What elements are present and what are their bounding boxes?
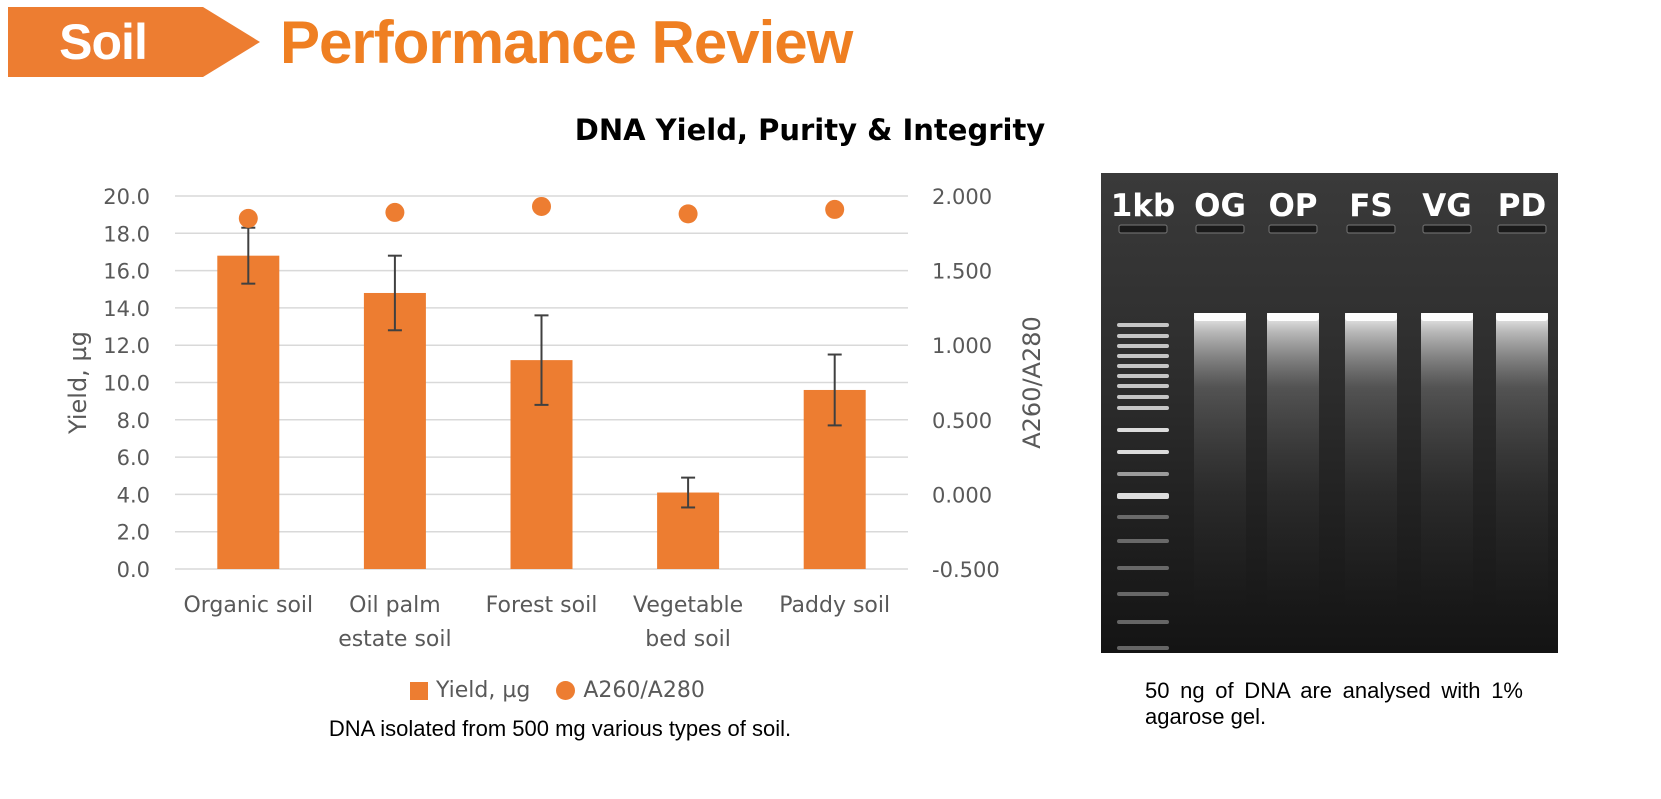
ladder-band	[1117, 395, 1169, 399]
y2-tick-label: 2.000	[932, 185, 992, 209]
ladder-band	[1117, 364, 1169, 368]
section-label: Soil	[59, 14, 148, 70]
lane-label: FS	[1349, 188, 1393, 224]
y-tick-label: 16.0	[103, 260, 150, 284]
x-tick-label: Organic soil	[183, 593, 313, 618]
bar	[217, 255, 280, 569]
legend-label-yield: Yield, µg	[436, 678, 531, 703]
agarose-gel-image: 1kb OG OP FS VG PD	[1101, 173, 1558, 653]
ladder-band	[1117, 384, 1169, 388]
ladder-band	[1117, 566, 1169, 570]
gel-well	[1268, 224, 1318, 234]
x-tick-label: Paddy soil	[779, 593, 890, 618]
x-tick-label: Oil palm estate soil	[338, 593, 451, 652]
genomic-dna-band	[1421, 313, 1473, 321]
lane-label: OG	[1194, 188, 1246, 224]
ladder-band	[1117, 646, 1169, 650]
ladder-band	[1117, 450, 1169, 454]
y-tick-label: 12.0	[103, 334, 150, 358]
chart-caption: DNA isolated from 500 mg various types o…	[328, 716, 792, 741]
ladder-band	[1117, 515, 1169, 519]
ladder-band	[1117, 334, 1169, 338]
genomic-dna-band	[1194, 313, 1246, 321]
x-tick-label-line: estate soil	[338, 627, 451, 652]
y2-tick-label: -0.500	[932, 558, 1000, 582]
x-tick-label-line: Organic soil	[183, 593, 313, 618]
y-tick-label: 14.0	[103, 297, 150, 321]
purity-point	[532, 196, 551, 216]
lane-label: OP	[1268, 188, 1317, 224]
bar	[363, 292, 426, 569]
legend-item-yield: Yield, µg	[410, 678, 530, 703]
ladder-band	[1117, 374, 1169, 378]
y2-tick-label: 0.000	[932, 483, 992, 507]
y2-tick-label: 1.500	[932, 260, 992, 284]
chart-legend: Yield, µg A260/A280	[410, 678, 705, 703]
x-tick-label-line: Oil palm	[349, 593, 441, 618]
ladder-band	[1117, 344, 1169, 348]
ladder-band	[1117, 620, 1169, 624]
y2-tick-label: 0.500	[932, 409, 992, 433]
y-tick-label: 4.0	[117, 483, 150, 507]
gel-well	[1195, 224, 1245, 234]
lane-label: PD	[1498, 188, 1546, 224]
legend-bar-swatch	[410, 681, 428, 700]
gel-well	[1422, 224, 1472, 234]
gel-background	[1101, 173, 1558, 653]
x-tick-label-line: Vegetable	[633, 593, 743, 618]
legend-dot-swatch	[556, 681, 576, 700]
y-tick-label: 20.0	[103, 185, 150, 209]
genomic-dna-band	[1345, 313, 1397, 321]
y-tick-label: 2.0	[117, 521, 150, 545]
dna-smear	[1267, 313, 1319, 613]
ladder-band	[1117, 323, 1169, 327]
yield-purity-chart: 0.0 2.0 4.0 6.0 8.0 10.0 12.0 14.0 16.0 18.0 20.0 -…	[64, 185, 1046, 652]
section-banner-shape	[8, 7, 260, 77]
ladder-band	[1117, 406, 1169, 410]
dna-smear	[1421, 313, 1473, 613]
y-tick-label: 10.0	[103, 372, 150, 396]
ladder-band	[1117, 493, 1169, 499]
purity-point	[678, 204, 698, 224]
x-tick-label: Vegetable bed soil	[633, 593, 743, 652]
gel-well	[1118, 224, 1168, 234]
y-tick-label: 0.0	[117, 558, 150, 582]
ladder-band	[1117, 592, 1169, 596]
lane-label: 1kb	[1111, 188, 1175, 224]
gel-well	[1346, 224, 1396, 234]
gel-well	[1497, 224, 1547, 234]
legend-label-purity: A260/A280	[583, 678, 705, 703]
x-tick-label-line: Forest soil	[486, 593, 598, 618]
ladder-band	[1117, 428, 1169, 432]
ladder-band	[1117, 354, 1169, 358]
y-tick-label: 8.0	[117, 409, 150, 433]
page-title: Performance Review	[280, 9, 853, 76]
purity-point	[385, 202, 405, 222]
chart-title: DNA Yield, Purity & Integrity	[574, 113, 1046, 147]
dna-smear	[1496, 313, 1548, 613]
y2-axis-title: A260/A280	[1018, 316, 1046, 449]
dna-smear	[1345, 313, 1397, 613]
gel-caption: 50 ng of DNA are analysed with 1% agaros…	[1145, 678, 1523, 729]
x-tick-label: Forest soil	[486, 593, 598, 618]
ladder-band	[1117, 539, 1169, 543]
x-tick-label-line: Paddy soil	[779, 593, 890, 618]
genomic-dna-band	[1267, 313, 1319, 321]
genomic-dna-band	[1496, 313, 1548, 321]
ladder-band	[1117, 472, 1169, 476]
y-tick-label: 18.0	[103, 222, 150, 246]
y2-tick-label: 1.000	[932, 334, 992, 358]
x-tick-label-line: bed soil	[645, 627, 731, 652]
purity-point	[825, 199, 845, 219]
dna-smear	[1194, 313, 1246, 613]
lane-label: VG	[1422, 188, 1471, 224]
y-tick-label: 6.0	[117, 446, 150, 470]
purity-point	[238, 208, 258, 228]
legend-item-purity: A260/A280	[556, 678, 705, 703]
y-axis-title: Yield, µg	[64, 331, 92, 435]
